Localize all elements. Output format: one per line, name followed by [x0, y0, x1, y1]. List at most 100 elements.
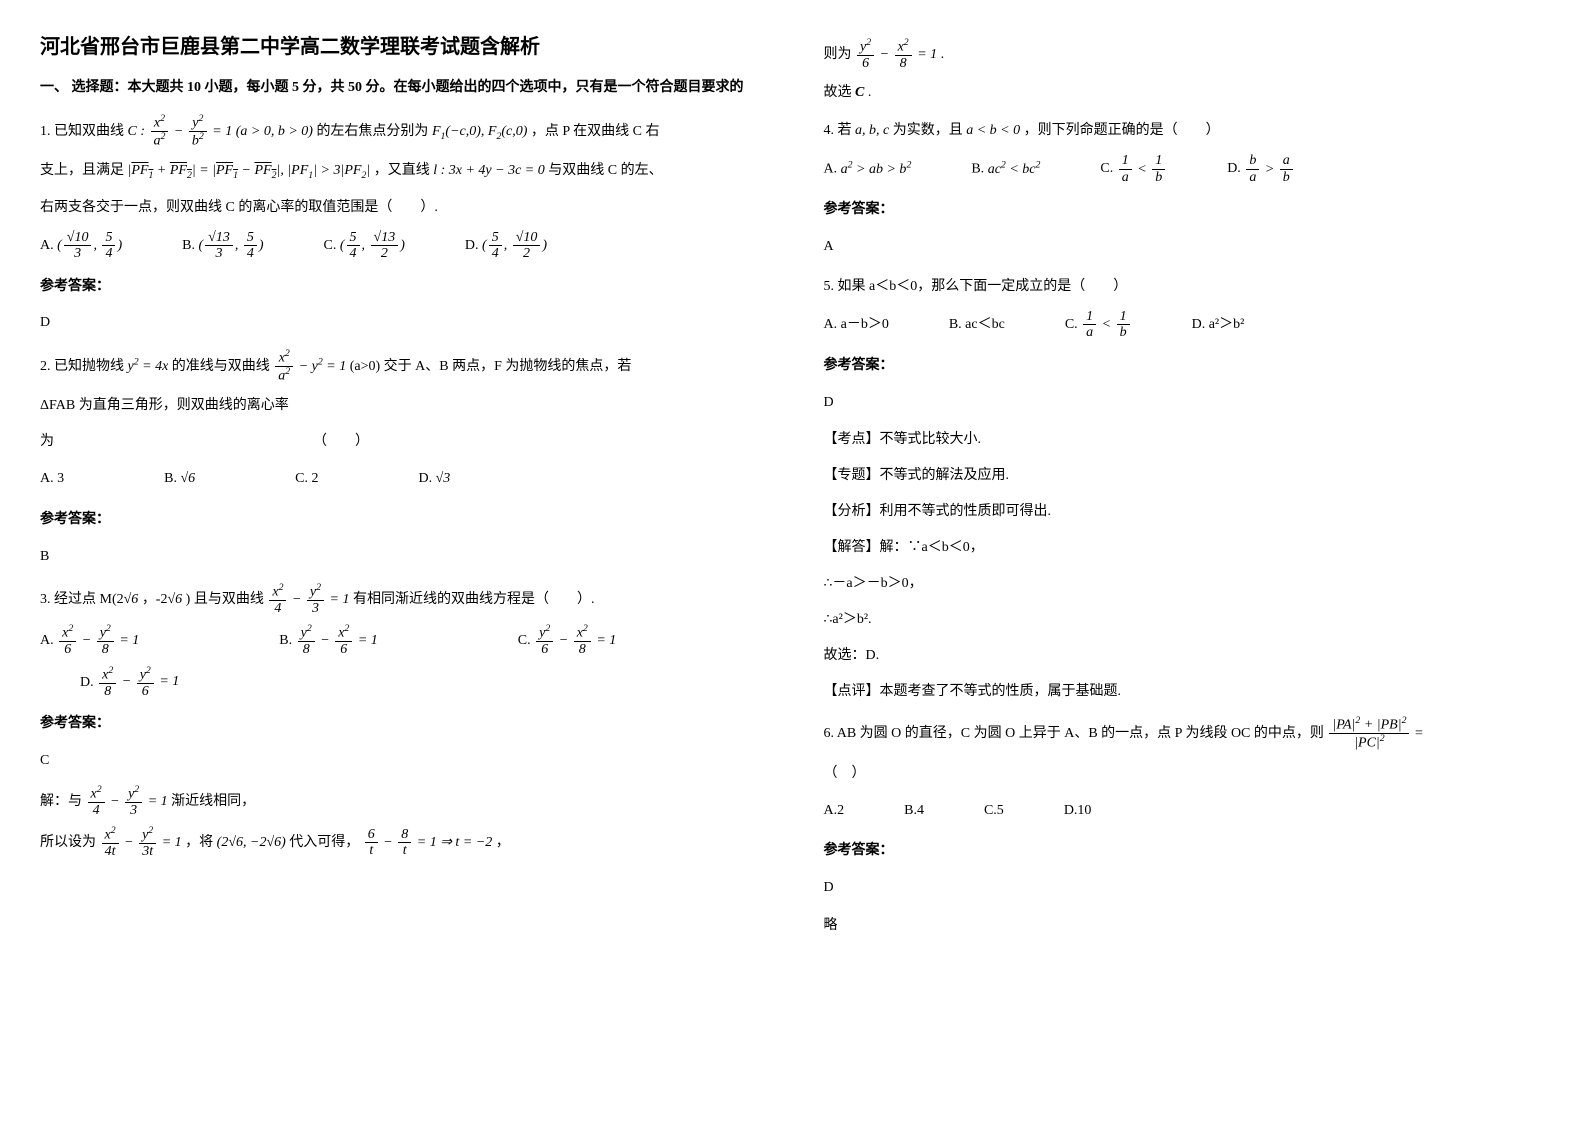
- q3-sol-e: 代入可得，: [289, 835, 359, 850]
- q3-answer: C: [40, 746, 764, 777]
- q3-ref-hyper: x24 − y23 = 1: [267, 592, 349, 607]
- q3-d: 有相同渐近线的双曲线方程是（ ）.: [353, 592, 595, 607]
- q6-ratio: |PA|2 + |PB|2|PC|2: [1327, 726, 1415, 741]
- q1-optB-label: B.: [182, 238, 195, 253]
- q1-stem-7: 右两支各交于一点，则双曲线 C 的离心率的取值范围是（ ）.: [40, 194, 764, 222]
- q5-stem: 5. 如果 a＜b＜0，那么下面一定成立的是（ ）: [824, 273, 1548, 301]
- q1-eq-curve: C : x2a2 − y2b2 = 1 (a > 0, b > 0): [128, 124, 317, 139]
- q3-a: 3. 经过点 M(2: [40, 592, 124, 607]
- q3-optD-label: D.: [80, 674, 94, 689]
- q1-options: A. (√103, 54) B. (√133, 54) C. (54, √132…: [40, 230, 764, 262]
- q5-sol6: ∴a²＞b².: [824, 606, 1548, 634]
- r-top-c: 故选: [824, 85, 852, 100]
- q1-stem-4: 支上，且满足: [40, 163, 124, 178]
- q1-stem-1: 1. 已知双曲线: [40, 124, 124, 139]
- q4-b: 为实数，且: [893, 123, 963, 138]
- q5-answer: D: [824, 388, 1548, 419]
- q3-sol-c: 所以设为: [40, 835, 96, 850]
- q4-answer: A: [824, 232, 1548, 263]
- question-6: 6. AB 为圆 O 的直径，C 为圆 O 上异于 A、B 的一点，点 P 为线…: [824, 716, 1548, 939]
- q1-optD-label: D.: [465, 238, 479, 253]
- q3-sol-b: 渐近线相同，: [171, 794, 255, 809]
- q1-optC-label: C.: [324, 238, 337, 253]
- q4-answer-label: 参考答案：: [824, 195, 1548, 226]
- q5-options: A. a－b＞0 B. ac＜bc C. 1a < 1b D. a²＞b²: [824, 309, 1548, 341]
- q4-options: A. a2 > ab > b2 B. ac2 < bc2 C. 1a < 1b …: [824, 153, 1548, 185]
- q2-options: A. 3 B. √6 C. 2 D. √3: [40, 464, 764, 495]
- q3-options-row1: A. x26 − y28 = 1 B. y28 − x26 = 1 C. y26…: [40, 624, 764, 657]
- q3-sol-a: 解：与: [40, 794, 82, 809]
- q2-hyper: x2a2 − y2 = 1: [273, 359, 346, 374]
- q6-a: 6. AB 为圆 O 的直径，C 为圆 O 上异于 A、B 的一点，点 P 为线…: [824, 726, 1324, 741]
- q2-optC: C. 2: [295, 464, 318, 495]
- q1-answer-label: 参考答案：: [40, 272, 764, 303]
- q3-optB-label: B.: [279, 633, 292, 648]
- q3-sol-d: ，将: [185, 835, 213, 850]
- q6-b: =: [1415, 726, 1423, 741]
- q1-cond: |PF1 + PF2| = |PF1 − PF2|, |PF1| > 3|PF2…: [128, 163, 371, 178]
- r-top-a: 则为: [824, 47, 852, 62]
- q3-b: ，-2: [142, 592, 168, 607]
- q4-optA-label: A.: [824, 162, 838, 177]
- q5-sol1: 【考点】不等式比较大小.: [824, 426, 1548, 454]
- q6-optA: A.2: [824, 796, 845, 827]
- q5-sol8: 【点评】本题考查了不等式的性质，属于基础题.: [824, 678, 1548, 706]
- r-top-b: .: [941, 47, 945, 62]
- question-1: 1. 已知双曲线 C : x2a2 − y2b2 = 1 (a > 0, b >…: [40, 114, 764, 339]
- q2-answer: B: [40, 542, 764, 573]
- q5-optA: A. a－b＞0: [824, 310, 889, 341]
- q3-sol-f: ，: [496, 835, 510, 850]
- q5-sol4: 【解答】解：∵a＜b＜0，: [824, 534, 1548, 562]
- q5-optC-label: C.: [1065, 317, 1078, 332]
- q1-optA-label: A.: [40, 238, 54, 253]
- q1-stem-3: ，点 P 在双曲线 C 右: [531, 124, 660, 139]
- q2-e: 为 （ ）: [40, 428, 764, 456]
- question-4: 4. 若 a, b, c 为实数，且 a < b < 0 ，则下列命题正确的是（…: [824, 117, 1548, 263]
- q2-d: ΔFAB 为直角三角形，则双曲线的离心率: [40, 392, 764, 420]
- q6-answer: D: [824, 873, 1548, 904]
- q5-sol2: 【专题】不等式的解法及应用.: [824, 462, 1548, 490]
- q1-line: l : 3x + 4y − 3c = 0: [433, 163, 545, 178]
- q3-answer-label: 参考答案：: [40, 709, 764, 740]
- q4-optD-label: D.: [1227, 162, 1241, 177]
- section-intro: 一、 选择题：本大题共 10 小题，每小题 5 分，共 50 分。在每小题给出的…: [40, 75, 764, 100]
- q1-stem-2: 的左右焦点分别为: [316, 124, 428, 139]
- question-5: 5. 如果 a＜b＜0，那么下面一定成立的是（ ） A. a－b＞0 B. ac…: [824, 273, 1548, 707]
- q2-c: (a>0) 交于 A、B 两点，F 为抛物线的焦点，若: [350, 359, 632, 374]
- page-title: 河北省邢台市巨鹿县第二中学高二数学理联考试题含解析: [40, 30, 764, 59]
- q5-optB: B. ac＜bc: [949, 310, 1005, 341]
- q1-stem-5: ，又直线: [374, 163, 430, 178]
- q6-optD: D.10: [1064, 796, 1092, 827]
- q4-c: ，则下列命题正确的是（ ）: [1024, 123, 1220, 138]
- q5-sol5: ∴－a＞－b＞0，: [824, 570, 1548, 598]
- q3-optC-label: C.: [518, 633, 531, 648]
- question-2: 2. 已知抛物线 y2 = 4x 的准线与双曲线 x2a2 − y2 = 1 (…: [40, 349, 764, 572]
- q2-optB-label: B.: [164, 471, 177, 486]
- q2-optA: A. 3: [40, 464, 64, 495]
- q6-omit: 略: [824, 912, 1548, 940]
- q3-optA-label: A.: [40, 633, 54, 648]
- q1-answer: D: [40, 308, 764, 339]
- q6-options: A.2 B.4 C.5 D.10: [824, 796, 1548, 827]
- q2-answer-label: 参考答案：: [40, 505, 764, 536]
- q3-c: ) 且与双曲线: [186, 592, 264, 607]
- q2-a: 2. 已知抛物线: [40, 359, 124, 374]
- q1-stem-6: 与双曲线 C 的左、: [548, 163, 662, 178]
- q5-sol3: 【分析】利用不等式的性质即可得出.: [824, 498, 1548, 526]
- q4-a: 4. 若: [824, 123, 852, 138]
- q2-parabola: y2 = 4x: [128, 359, 169, 374]
- q4-optB-label: B.: [971, 162, 984, 177]
- q1-foci: F1(−c,0), F2(c,0): [432, 124, 527, 139]
- q2-b: 的准线与双曲线: [172, 359, 270, 374]
- q4-optC-label: C.: [1100, 162, 1113, 177]
- q6-c: （ ）: [824, 760, 1548, 788]
- q6-optB: B.4: [904, 796, 924, 827]
- q5-sol7: 故选：D.: [824, 642, 1548, 670]
- question-3: 3. 经过点 M(2√6 ，-2√6 ) 且与双曲线 x24 − y23 = 1…: [40, 583, 764, 860]
- q2-optD-label: D.: [419, 471, 433, 486]
- q6-optC: C.5: [984, 796, 1004, 827]
- q5-answer-label: 参考答案：: [824, 351, 1548, 382]
- r-top-d: .: [868, 85, 872, 100]
- q5-optD: D. a²＞b²: [1192, 310, 1245, 341]
- q6-answer-label: 参考答案：: [824, 836, 1548, 867]
